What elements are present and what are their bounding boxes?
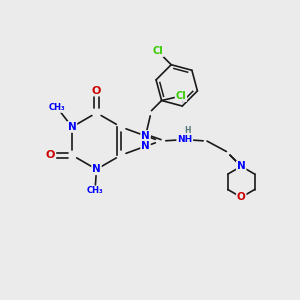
Text: Cl: Cl (152, 46, 163, 56)
Text: CH₃: CH₃ (87, 186, 103, 195)
Text: NH: NH (177, 135, 192, 144)
Text: H: H (184, 126, 191, 135)
Text: N: N (92, 164, 101, 174)
Text: O: O (46, 150, 55, 160)
Text: Cl: Cl (176, 91, 186, 101)
Text: N: N (237, 161, 246, 171)
Text: O: O (92, 85, 101, 96)
Text: N: N (141, 131, 150, 141)
Text: CH₃: CH₃ (49, 103, 65, 112)
Text: N: N (141, 141, 150, 151)
Text: N: N (68, 122, 76, 132)
Text: O: O (237, 192, 246, 202)
